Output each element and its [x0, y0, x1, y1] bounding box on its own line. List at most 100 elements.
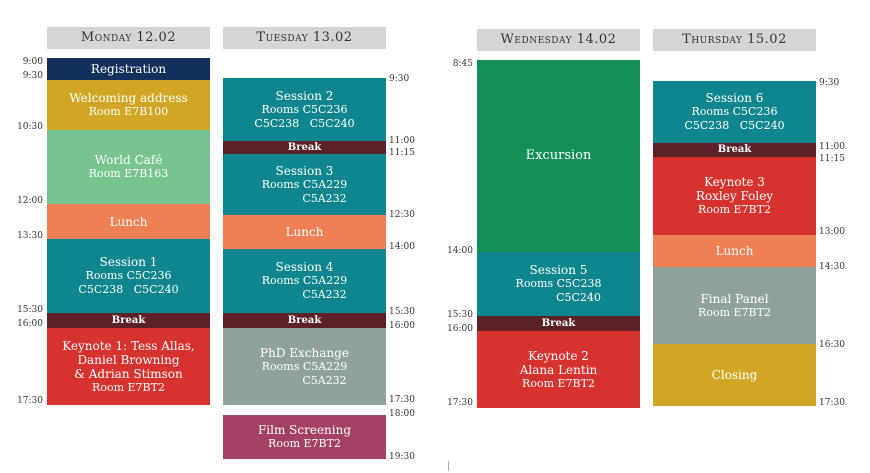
event-room: Room E7BT2 — [268, 437, 341, 450]
time-label: 11:00 — [819, 142, 845, 152]
event-room: Room E7BT2 — [698, 305, 771, 319]
event-room: Rooms C5A229 — [261, 177, 348, 191]
day-header-wednesday: Wednesday 14.02 — [477, 29, 640, 51]
time-label: 16:00 — [17, 319, 43, 329]
event-title: Session 1 — [99, 255, 158, 269]
time-label: 15:30 — [389, 307, 415, 317]
time-label: 14:00 — [389, 242, 415, 252]
event-session-3[interactable]: Session 3 Rooms C5A229 C5A232 — [223, 154, 386, 215]
time-label: 8:45 — [452, 59, 473, 69]
event-session-4[interactable]: Session 4 Rooms C5A229 C5A232 — [223, 249, 386, 313]
event-room: Rooms C5C238 — [515, 277, 602, 290]
event-keynote-3[interactable]: Keynote 3 Roxley Foley Room E7BT2 — [653, 157, 816, 235]
event-lunch[interactable]: Lunch — [653, 235, 816, 267]
event-title: Break — [111, 314, 146, 326]
time-label: 14:30 — [819, 262, 845, 272]
event-title: Break — [717, 144, 752, 155]
event-title: Film Screening — [257, 423, 352, 437]
time-label: 17:30 — [447, 398, 473, 408]
time-label: 9:30 — [389, 74, 410, 84]
event-room: Rooms C5A229 — [261, 274, 348, 287]
time-label: 19:30 — [389, 452, 415, 462]
time-label: 12:00 — [17, 196, 43, 206]
event-phd-exchange[interactable]: PhD Exchange Rooms C5A229 C5A232 — [223, 328, 386, 405]
event-title: Session 5 — [529, 263, 588, 277]
event-room: Rooms C5C236 — [261, 102, 348, 116]
time-label: 14:00 — [447, 246, 473, 256]
event-title: Welcoming address — [69, 91, 188, 105]
event-break[interactable]: Break — [223, 141, 386, 154]
event-break[interactable]: Break — [223, 313, 386, 328]
event-room: Rooms C5C236 — [691, 105, 778, 118]
time-label: 11:15 — [389, 148, 415, 158]
event-room: C5A232 — [302, 373, 347, 387]
time-label: 9:00 — [22, 57, 43, 67]
event-title: Session 3 — [275, 163, 334, 178]
event-registration[interactable]: Registration — [47, 58, 210, 80]
event-film-screening[interactable]: Film Screening Room E7BT2 — [223, 415, 386, 459]
event-session-6[interactable]: Session 6 Rooms C5C236 C5C238 C5C240 — [653, 81, 816, 143]
day-header-thursday: Thursday 15.02 — [653, 29, 816, 51]
event-title: Session 6 — [705, 91, 764, 105]
time-label: 16:30 — [819, 340, 845, 350]
time-label: 16:00 — [389, 321, 415, 331]
time-label: 16:00 — [447, 324, 473, 334]
day-header-monday: Monday 12.02 — [47, 27, 210, 49]
event-speaker: Alana Lentin — [519, 362, 598, 377]
event-closing[interactable]: Closing — [653, 344, 816, 406]
event-world-cafe[interactable]: World Café Room E7B163 — [47, 130, 210, 204]
event-room: Room E7BT2 — [522, 376, 595, 390]
event-room: C5A232 — [302, 191, 347, 205]
time-label: 17:30 — [389, 395, 415, 405]
time-label: 11:15 — [819, 154, 845, 164]
time-label: 9:30 — [22, 71, 43, 81]
event-title: Final Panel — [700, 291, 769, 306]
event-welcoming-address[interactable]: Welcoming address Room E7B100 — [47, 80, 210, 130]
time-label: 10:30 — [17, 122, 43, 132]
event-speaker: Roxley Foley — [695, 189, 774, 203]
event-room: C5C238 C5C240 — [254, 116, 355, 130]
time-label: 18:00 — [389, 409, 415, 419]
event-title: Lunch — [285, 225, 324, 239]
event-keynote-2[interactable]: Keynote 2 Alana Lentin Room E7BT2 — [477, 331, 640, 408]
time-label: 15:30 — [17, 305, 43, 315]
time-label: 15:30 — [447, 310, 473, 320]
event-title: PhD Exchange — [260, 345, 349, 360]
event-break[interactable]: Break — [653, 143, 816, 157]
event-room: Room E7BT2 — [92, 380, 165, 394]
event-room: C5C240 — [556, 291, 601, 304]
day-header-tuesday: Tuesday 13.02 — [223, 27, 386, 49]
event-break[interactable]: Break — [477, 316, 640, 331]
event-title: Lunch — [109, 214, 148, 229]
event-title: Session 4 — [275, 260, 334, 274]
event-final-panel[interactable]: Final Panel Room E7BT2 — [653, 267, 816, 344]
event-title: Break — [287, 141, 322, 153]
event-room: Rooms C5A229 — [261, 359, 348, 373]
event-keynote-1[interactable]: Keynote 1: Tess Allas, Daniel Browning &… — [47, 328, 210, 405]
time-label: 9:30 — [819, 78, 840, 88]
event-session-1[interactable]: Session 1 Rooms C5C236 C5C238 C5C240 — [47, 239, 210, 313]
event-title: Keynote 1: Tess Allas, — [62, 338, 195, 353]
event-room: Room E7B163 — [88, 167, 169, 180]
event-title: World Café — [94, 153, 163, 167]
event-session-5[interactable]: Session 5 Rooms C5C238 C5C240 — [477, 252, 640, 316]
event-session-2[interactable]: Session 2 Rooms C5C236 C5C238 C5C240 — [223, 78, 386, 141]
event-speaker: Daniel Browning — [77, 352, 180, 367]
event-room: C5A232 — [302, 288, 347, 301]
event-title: Break — [541, 317, 576, 329]
event-lunch[interactable]: Lunch — [223, 215, 386, 249]
time-label: 11:00 — [389, 136, 415, 146]
event-break[interactable]: Break — [47, 313, 210, 328]
time-label: 12:30 — [389, 210, 415, 220]
event-excursion[interactable]: Excursion — [477, 60, 640, 252]
event-title: Closing — [711, 368, 758, 382]
event-title: Break — [287, 314, 322, 326]
event-lunch[interactable]: Lunch — [47, 204, 210, 239]
time-label: 17:30 — [819, 398, 845, 408]
event-title: Registration — [90, 62, 167, 76]
event-room: Rooms C5C236 — [85, 269, 172, 282]
event-title: Session 2 — [275, 88, 334, 103]
time-label: 13:00 — [819, 227, 845, 237]
event-room: C5C238 C5C240 — [78, 283, 179, 296]
time-label: 13:30 — [17, 231, 43, 241]
